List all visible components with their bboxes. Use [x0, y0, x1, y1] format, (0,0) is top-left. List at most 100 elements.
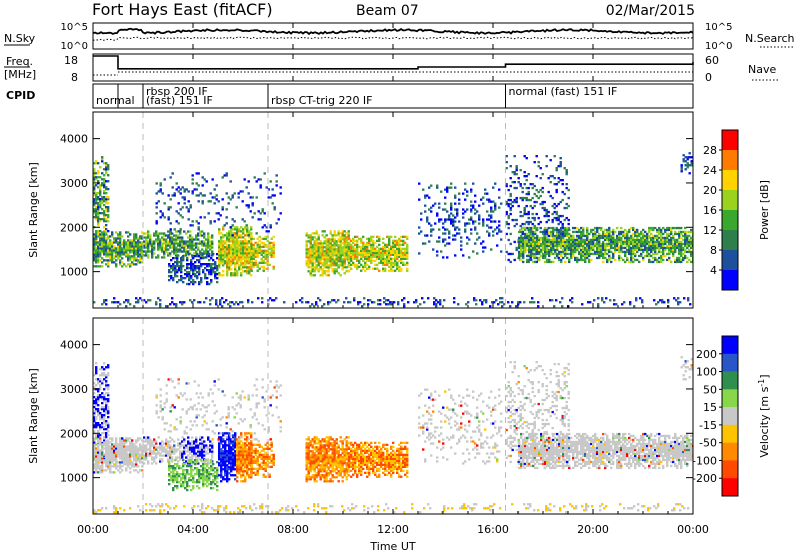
power-cell: [680, 240, 683, 244]
power-cell: [311, 274, 314, 277]
power-cell: [117, 255, 120, 258]
velocity-cell: [105, 410, 108, 413]
power-cell: [386, 259, 389, 262]
power-cell: [415, 301, 418, 304]
power-cell: [468, 218, 471, 221]
power-cell: [388, 241, 391, 244]
power-cell: [546, 238, 549, 242]
power-cell: [582, 248, 585, 252]
power-cell: [188, 263, 191, 266]
power-cell: [542, 238, 545, 242]
velocity-cell: [99, 374, 102, 377]
power-cell: [454, 228, 457, 231]
power-cell: [113, 251, 116, 254]
power-cell: [236, 252, 239, 255]
velocity-cell: [99, 453, 102, 456]
power-cell: [230, 260, 233, 263]
power-cell: [237, 303, 240, 306]
power-cell: [321, 264, 324, 267]
power-cell: [135, 251, 138, 254]
power-cell: [688, 234, 691, 238]
power-cell: [242, 230, 245, 233]
power-cell: [446, 190, 449, 193]
power-cell: [398, 241, 401, 244]
velocity-cell: [101, 469, 104, 472]
power-cell: [93, 172, 96, 175]
power-cell: [494, 202, 497, 205]
velocity-cell: [139, 457, 142, 460]
power-cell: [350, 255, 353, 258]
power-cell: [470, 216, 473, 219]
velocity-cell: [93, 396, 96, 399]
velocity-cell: [149, 450, 152, 453]
power-cell: [163, 252, 166, 255]
power-cell: [228, 248, 231, 251]
power-cell: [180, 257, 183, 260]
power-cell: [530, 250, 533, 254]
power-cell: [246, 230, 249, 233]
velocity-cell: [105, 445, 108, 448]
power-cell: [137, 251, 140, 254]
power-cell: [228, 240, 231, 243]
power-cell: [636, 230, 639, 234]
power-cell: [337, 232, 340, 235]
power-cell: [329, 301, 332, 304]
power-cell: [226, 234, 229, 237]
power-cell: [240, 250, 243, 253]
velocity-cell: [123, 439, 126, 442]
power-cell: [99, 230, 102, 233]
power-cell: [360, 245, 363, 248]
power-cell: [674, 238, 677, 242]
power-cell: [678, 244, 681, 248]
power-cell: [620, 248, 623, 252]
power-cell: [167, 206, 170, 209]
velocity-cell: [99, 449, 102, 452]
power-cell: [236, 238, 239, 241]
power-cell: [259, 186, 262, 189]
power-cell: [384, 261, 387, 264]
power-cell: [542, 230, 545, 234]
power-cell: [566, 244, 569, 248]
power-cell: [141, 257, 144, 260]
power-cell: [119, 239, 122, 242]
power-cell: [175, 182, 178, 185]
power-cell: [350, 249, 353, 252]
power-cell: [203, 240, 206, 243]
velocity-cell: [105, 412, 108, 415]
velocity-cell: [93, 416, 96, 419]
power-cell: [101, 196, 104, 199]
power-cell: [680, 252, 683, 256]
power-cell: [452, 218, 455, 221]
power-cell: [186, 265, 189, 268]
power-cell: [654, 236, 657, 240]
velocity-cell: [135, 451, 138, 454]
velocity-cell: [129, 449, 132, 452]
power-cell: [230, 254, 233, 257]
power-cell: [246, 254, 249, 257]
power-cell: [635, 299, 638, 302]
velocity-cell: [101, 463, 104, 466]
power-cell: [337, 252, 340, 255]
power-cell: [97, 186, 100, 189]
power-cell: [636, 242, 639, 246]
power-cell: [590, 246, 593, 250]
power-cell: [602, 242, 605, 246]
power-cell: [446, 188, 449, 191]
power-cell: [390, 265, 393, 268]
power-cell: [545, 220, 548, 224]
power-cell: [404, 257, 407, 260]
power-cell: [139, 251, 142, 254]
power-cell: [153, 240, 156, 243]
velocity-cell: [105, 455, 108, 458]
power-cell: [672, 234, 675, 238]
power-cell: [222, 258, 225, 261]
power-cell: [550, 252, 553, 256]
power-cell: [240, 234, 243, 237]
power-cell: [388, 247, 391, 250]
power-cell: [119, 245, 122, 248]
power-cell: [197, 194, 200, 197]
power-cell: [584, 240, 587, 244]
power-cell: [95, 198, 98, 201]
power-cell: [586, 246, 589, 250]
power-cell: [234, 272, 237, 275]
